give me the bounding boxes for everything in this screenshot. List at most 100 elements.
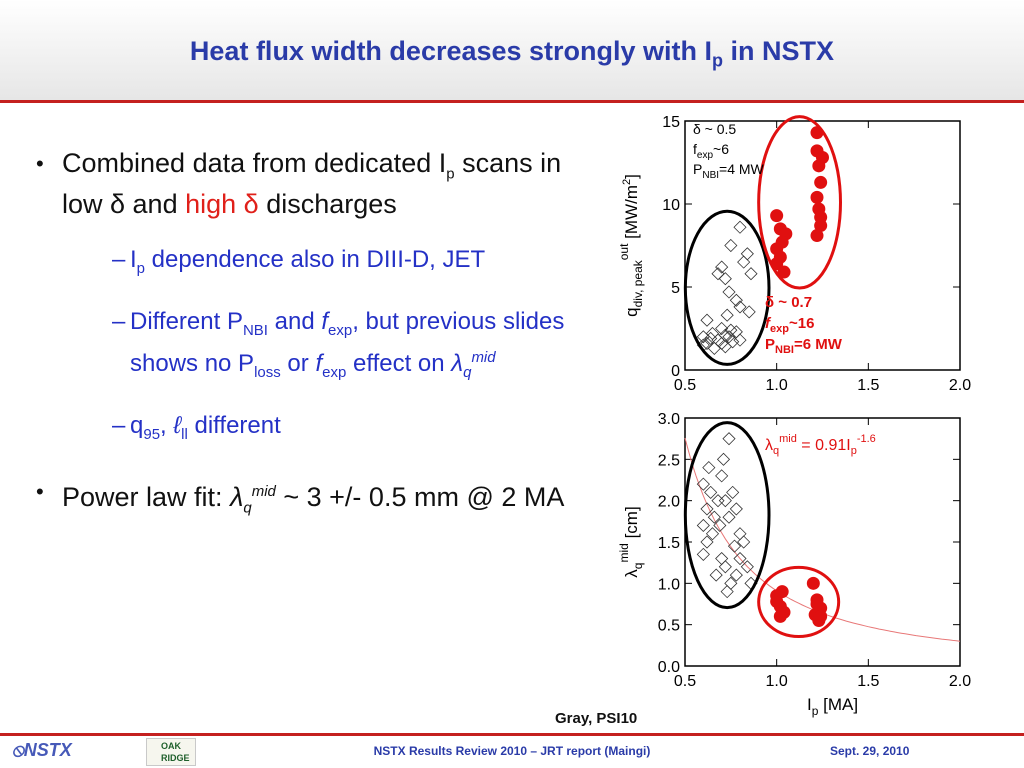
annotation-low-fexp: fexp~6 [693,141,729,161]
x-tick-label: 0.5 [674,673,696,690]
data-point-low-delta [720,585,734,599]
data-point-low-delta [729,293,743,307]
data-point-low-delta [696,518,710,533]
data-point-low-delta [709,568,723,582]
data-point-low-delta [702,461,716,475]
data-point-low-delta [744,267,758,281]
x-tick-label: 2.0 [949,673,971,690]
data-point-high-delta [816,151,829,165]
plot-frame [684,120,961,371]
fit-equation-label: λqmid = 0.91Ip-1.6 [765,433,876,457]
chart-panel-1: 0.5 1.0 1.5 2.0 0 5 10 15 qdiv, peakout [MW/m2] δ… [617,114,971,394]
citation: Gray, PSI10 [555,710,638,727]
data-point-high-delta [775,235,789,249]
data-point-low-delta [704,485,718,499]
data-point-high-delta [806,576,820,590]
data-point-low-delta [742,305,756,319]
footer-title: NSTX Results Review 2010 – JRT report (M… [373,744,651,758]
data-point-high-delta [775,585,789,599]
subbullet-ip-dependence: Ip dependence also in DIII-D, JET [112,246,596,282]
data-point-low-delta [715,469,729,483]
annotation-high-pnbi: PNBI=6 MW [765,336,843,356]
data-point-low-delta [740,247,754,261]
annotation-low-pnbi: PNBI=4 MW [693,161,765,181]
low-delta-group-outline [683,209,771,366]
annotation-low-delta: δ ~ 0.5 [693,121,736,137]
data-point-low-delta [704,331,718,346]
x-tick-label: 1.0 [766,673,788,690]
high-delta-group-outline [757,565,841,639]
x-axis-label: Ip [MA] [807,695,858,718]
data-point-low-delta [733,527,747,541]
data-point-high-delta [814,175,828,189]
data-point-low-delta [715,260,729,274]
title-divider [0,100,1024,103]
data-point-low-delta [711,267,725,281]
data-point-low-delta [733,333,747,347]
subbullet-q95: q95, ℓll different [112,412,596,448]
data-point-low-delta [726,335,740,349]
data-point-low-delta [718,328,732,342]
oak-ridge-logo: OAK RIDGE [146,738,196,766]
data-point-low-delta [715,551,729,566]
data-point-low-delta [726,485,740,499]
data-point-low-delta [711,494,725,508]
y-tick-label: 1.0 [658,576,680,593]
annotation-high-fexp: fexp~16 [765,315,814,335]
data-point-low-delta [705,527,720,541]
data-point-high-delta [814,210,828,224]
data-point-low-delta [718,272,732,286]
data-point-high-delta [777,265,791,279]
data-point-high-delta [810,597,824,611]
data-point-high-delta [770,209,784,223]
data-point-high-delta [773,250,787,264]
data-point-high-delta [814,609,828,623]
footer-date: Sept. 29, 2010 [830,744,910,758]
data-point-low-delta [722,432,736,446]
data-point-low-delta [696,477,710,491]
data-point-low-delta [724,238,738,253]
y-tick-label: 2.5 [658,452,680,469]
bullet-power-law: Power law fit: λqmid ~ 3 +/- 0.5 mm @ 2 … [36,476,596,523]
y-tick-label: 0.5 [658,618,680,635]
data-point-low-delta [733,300,747,314]
data-point-low-delta [700,313,714,327]
data-point-low-delta [718,494,732,508]
data-point-low-delta [729,502,743,516]
footer-divider [0,733,1024,736]
y-tick-label: 2.0 [658,494,680,511]
data-point-low-delta [718,560,732,574]
y-tick-label: 10 [662,197,680,214]
bullet-list: Combined data from dedicated Ip scans in… [36,148,596,523]
data-point-low-delta [707,341,721,355]
data-point-low-delta [700,535,714,549]
y-tick-label: 5 [671,280,680,297]
y-tick-label: 0.0 [658,659,680,676]
data-point-low-delta [715,321,729,336]
x-tick-label: 1.5 [857,673,879,690]
x-tick-label: 2.0 [949,377,971,394]
data-point-high-delta [810,190,824,204]
data-point-low-delta [727,539,742,553]
data-point-low-delta [722,285,736,299]
x-tick-label: 1.5 [857,377,879,394]
annotation-high-delta: δ ~ 0.7 [765,294,812,311]
data-point-low-delta [737,535,751,549]
subbullet-different-pnbi: Different PNBI and fexp, but previous sl… [112,308,596,386]
y-tick-label: 0 [671,363,680,380]
y-axis-label: qdiv, peakout [MW/m2] [617,174,645,317]
data-point-low-delta [737,255,751,269]
data-point-low-delta [715,336,729,351]
low-delta-group-outline [683,421,771,610]
nstx-logo: ⦸NSTX [12,740,72,760]
high-delta-group-outline [757,115,842,290]
data-point-low-delta [722,510,736,524]
data-point-low-delta [724,323,738,337]
data-point-low-delta [716,452,731,466]
y-tick-label: 3.0 [658,411,680,428]
data-point-low-delta [740,560,754,574]
page-title: Heat flux width decreases strongly with … [189,36,835,71]
y-axis-label: λqmid [cm] [617,506,645,577]
chart-panels: 0.5 1.0 1.5 2.0 0 5 10 15 qdiv, peakout [MW/m2] δ… [617,114,971,718]
